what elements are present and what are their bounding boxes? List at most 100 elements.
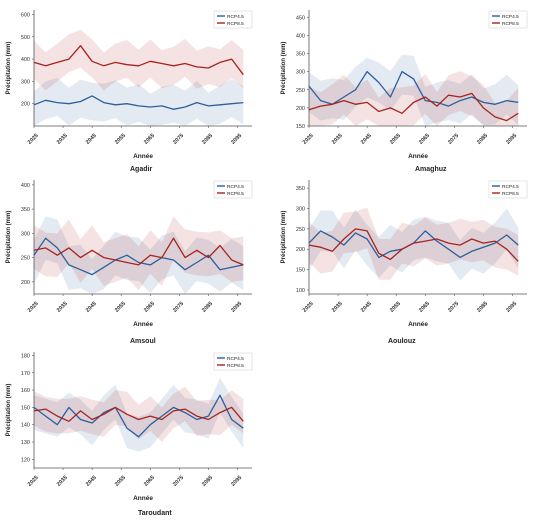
legend-label: RCP8.5 [502, 21, 519, 27]
band-rcp45 [309, 208, 519, 281]
y-tick-label: 350 [21, 207, 30, 213]
x-tick-label: 2075 [172, 133, 185, 146]
x-tick-label: 2035 [56, 301, 69, 314]
x-tick-label: 2045 [85, 475, 98, 488]
x-tick-label: 2055 [389, 133, 402, 146]
legend-label: RCP8.5 [227, 363, 244, 369]
x-tick-label: 2095 [230, 133, 243, 146]
legend-label: RCP4.5 [227, 356, 244, 362]
legend-label: RCP4.5 [227, 184, 244, 190]
x-tick-label: 2055 [114, 301, 127, 314]
y-tick-label: 150 [296, 124, 305, 130]
x-tick-label: 2035 [331, 301, 344, 314]
y-axis-label: Précipitation (mm) [6, 384, 12, 437]
y-axis-label: Précipitation (mm) [281, 42, 287, 95]
x-tick-label: 2075 [447, 133, 460, 146]
y-tick-label: 120 [21, 457, 30, 463]
chart-amsoul: 200 250 300 350 400 2025 2035 2045 2055 2065 2075 2… [6, 180, 253, 328]
x-tick-label: 2065 [418, 301, 431, 314]
x-axis-label: Année [133, 321, 153, 328]
y-tick-label: 400 [21, 183, 30, 189]
x-tick-label: 2055 [114, 475, 127, 488]
y-tick-label: 300 [21, 231, 30, 237]
x-tick-label: 2075 [447, 301, 460, 314]
y-tick-label: 130 [21, 440, 30, 446]
legend-box [488, 180, 528, 199]
y-tick-label: 350 [296, 52, 305, 58]
band-rcp45 [309, 54, 519, 127]
series-line-rcp45 [33, 95, 244, 110]
legend-box [213, 352, 253, 371]
x-tick-label: 2075 [172, 301, 185, 314]
band-rcp85 [309, 71, 519, 126]
y-tick-label: 400 [21, 57, 30, 63]
x-tick-label: 2055 [114, 133, 127, 146]
x-tick-label: 2095 [505, 133, 518, 146]
series-line-rcp85 [33, 237, 244, 266]
y-tick-label: 500 [21, 35, 30, 41]
legend-box [213, 180, 253, 199]
y-axis-label: Précipitation (mm) [281, 211, 287, 264]
x-tick-label: 2085 [201, 133, 214, 146]
x-tick-label: 2095 [505, 301, 518, 314]
y-axis-label: Précipitation (mm) [6, 211, 12, 264]
x-tick-label: 2085 [201, 475, 214, 488]
x-axis-label: Année [408, 321, 428, 328]
x-tick-label: 2025 [302, 301, 315, 314]
x-tick-label: 2045 [85, 133, 98, 146]
panel-title: Amaghuz [415, 166, 447, 173]
chart-amaghuz: 150 200 250 300 350 400 450 2025 2035 2045 2055 206… [281, 10, 528, 160]
series-line-rcp85 [308, 228, 519, 262]
legend-label: RCP4.5 [502, 14, 519, 20]
series-line-rcp85 [33, 45, 244, 76]
y-tick-label: 350 [296, 186, 305, 192]
x-axis-label: Année [133, 495, 153, 502]
y-tick-label: 160 [21, 388, 30, 394]
series-line-rcp45 [33, 394, 244, 438]
panel-title: Agadir [130, 166, 153, 173]
x-tick-label: 2085 [201, 301, 214, 314]
band-rcp85 [34, 386, 244, 442]
x-tick-label: 2035 [331, 133, 344, 146]
x-tick-label: 2045 [360, 133, 373, 146]
band-rcp45 [34, 77, 244, 126]
x-tick-label: 2085 [476, 301, 489, 314]
y-tick-label: 170 [21, 371, 30, 377]
band-rcp45 [34, 216, 244, 294]
y-tick-label: 450 [296, 15, 305, 21]
x-axis-label: Année [133, 153, 153, 160]
legend-box [213, 10, 253, 29]
x-tick-label: 2095 [230, 301, 243, 314]
chart-agadir: 200 300 400 500 600 2025 2035 2045 2055 2065 2075 2… [6, 10, 253, 160]
y-tick-label: 150 [296, 268, 305, 274]
legend-label: RCP8.5 [227, 21, 244, 27]
y-tick-label: 100 [296, 288, 305, 294]
x-tick-label: 2035 [56, 133, 69, 146]
y-tick-label: 200 [21, 280, 30, 286]
x-tick-label: 2065 [143, 301, 156, 314]
legend-label: RCP8.5 [502, 191, 519, 197]
y-tick-label: 400 [296, 33, 305, 39]
x-tick-label: 2035 [56, 475, 69, 488]
y-tick-label: 250 [296, 227, 305, 233]
y-tick-label: 180 [21, 353, 30, 359]
y-tick-label: 250 [21, 256, 30, 262]
legend-box [488, 10, 528, 29]
x-tick-label: 2095 [230, 475, 243, 488]
series-line-rcp45 [308, 70, 519, 107]
chart-taroudant: 120 130 140 150 160 170 180 2025 2035 2045 2055 206… [6, 352, 253, 502]
band-rcp45 [34, 378, 244, 452]
series-line-rcp85 [33, 406, 244, 422]
x-axis-label: Année [408, 153, 428, 160]
y-tick-label: 250 [296, 88, 305, 94]
legend-label: RCP8.5 [227, 191, 244, 197]
chart-aoulouz: 100 150 200 250 300 350 2025 2035 2045 2055 2065 20… [281, 180, 528, 328]
x-tick-label: 2065 [418, 133, 431, 146]
x-tick-label: 2045 [85, 301, 98, 314]
legend-label: RCP4.5 [227, 14, 244, 20]
y-tick-label: 200 [21, 102, 30, 108]
series-line-rcp45 [33, 237, 244, 276]
x-tick-label: 2085 [476, 133, 489, 146]
y-tick-label: 200 [296, 247, 305, 253]
